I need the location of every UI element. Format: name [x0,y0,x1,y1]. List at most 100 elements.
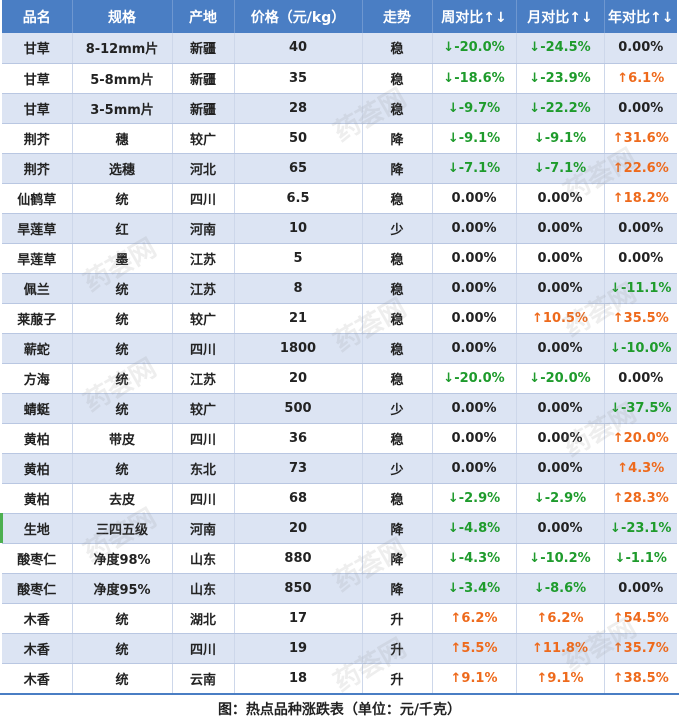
table-row[interactable]: 佩兰统江苏 8 稳 0.00% 0.00% ↓-11.1% [2,273,677,304]
cell-price: 36 [234,423,363,454]
table-row[interactable]: 旱莲草墨江苏 5 稳 0.00% 0.00% 0.00% [2,243,677,274]
cell-name: 荆芥 [2,153,73,184]
cell-spec: 统 [72,303,173,334]
cell-month-change: ↓-10.2% [516,543,605,574]
cell-name: 旱莲草 [2,243,73,274]
cell-week-change: ↓-9.1% [432,123,517,154]
table-row[interactable]: 方海统江苏 20 稳 ↓-20.0% ↓-20.0% 0.00% [2,363,677,394]
table-row[interactable]: 木香统湖北 17 升 ↑6.2% ↑6.2% ↑54.5% [2,603,677,634]
cell-origin: 新疆 [172,63,235,94]
header-year[interactable]: 年对比↑↓ [608,9,674,26]
cell-month-change: ↑9.1% [516,663,605,694]
cell-price: 21 [234,303,363,334]
cell-name: 蕲蛇 [2,333,73,364]
cell-origin: 江苏 [172,363,235,394]
table-row[interactable]: 莱菔子统较广 21 稳 0.00% ↑10.5% ↑35.5% [2,303,677,334]
table-row[interactable]: 酸枣仁 净度98% 山东 880 降 ↓-4.3% ↓-10.2% ↓-1.1% [2,543,677,574]
cell-month-change: ↓-8.6% [516,573,605,604]
cell-price: 40 [234,33,363,64]
cell-month-change: ↓-24.5% [516,33,605,64]
table-row[interactable]: 木香统四川 19 升 ↑5.5% ↑11.8% ↑35.7% [2,633,677,664]
cell-month-change: ↓-20.0% [516,363,605,394]
cell-price: 5 [234,243,363,274]
cell-year-change: ↓-10.0% [604,333,677,364]
cell-price: 28 [234,93,363,124]
cell-origin: 河南 [172,213,235,244]
cell-spec: 红 [72,213,173,244]
cell-trend: 稳 [362,483,433,514]
cell-year-change: 0.00% [604,363,677,394]
cell-trend: 少 [362,213,433,244]
header-origin[interactable]: 产地 [172,0,235,33]
cell-trend: 升 [362,603,433,634]
caption-divider [0,693,679,722]
cell-year-change: ↓-1.1% [604,543,677,574]
cell-year-change: ↑31.6% [604,123,677,154]
cell-year-change: ↑28.3% [604,483,677,514]
table-row[interactable]: 酸枣仁 净度95% 山东 850 降 ↓-3.4% ↓-8.6% 0.00% [2,573,677,604]
cell-spec: 统 [72,363,173,394]
cell-month-change: 0.00% [516,213,605,244]
table-row[interactable]: 蕲蛇统四川 1800 稳 0.00% 0.00% ↓-10.0% [2,333,677,364]
cell-year-change: ↑18.2% [604,183,677,214]
header-month[interactable]: 月对比↑↓ [516,0,605,33]
cell-month-change: 0.00% [516,423,605,454]
cell-year-change: ↑22.6% [604,153,677,184]
table-row[interactable]: 黄柏 带皮 四川 36 稳 0.00% 0.00% ↑20.0% [2,423,677,454]
cell-week-change: ↓-4.3% [432,543,517,574]
table-row[interactable]: 荆芥 选穗 河北 65 降 ↓-7.1% ↓-7.1% ↑22.6% [2,153,677,184]
cell-origin: 河北 [172,153,235,184]
cell-name: 酸枣仁 [2,543,73,574]
cell-month-change: 0.00% [516,393,605,424]
cell-trend: 稳 [362,63,433,94]
cell-name: 木香 [2,633,73,664]
table-row[interactable]: 甘草 5-8mm片 新疆 35 稳 ↓-18.6% ↓-23.9% ↑6.1% [2,63,677,94]
cell-trend: 降 [362,513,433,544]
cell-name: 莱菔子 [2,303,73,334]
cell-trend: 降 [362,573,433,604]
cell-month-change: ↓-9.1% [516,123,605,154]
header-spec[interactable]: 规格 [72,0,173,33]
table-row[interactable]: 黄柏 去皮 四川 68 稳 ↓-2.9% ↓-2.9% ↑28.3% [2,483,677,514]
cell-name: 木香 [2,663,73,694]
header-price[interactable]: 价格（元/kg） [234,0,363,33]
cell-name: 酸枣仁 [2,573,73,604]
cell-origin: 河南 [172,513,235,544]
cell-name: 荆芥 [2,123,73,154]
price-table-container: 品名 规格 产地 价格（元/kg） 走势 周对比↑↓ 月对比↑↓ 年对比↑↓ 甘… [2,0,677,694]
header-name[interactable]: 品名 [2,0,73,33]
table-caption: 图：热点品种涨跌表（单位：元/千克） [217,702,462,718]
table-row[interactable]: 黄柏统东北 73 少 0.00% 0.00% ↑4.3% [2,453,677,484]
table-row[interactable]: 蜻蜓统较广 500 少 0.00% 0.00% ↓-37.5% [2,393,677,424]
price-change-table: 品名 规格 产地 价格（元/kg） 走势 周对比↑↓ 月对比↑↓ 年对比↑↓ 甘… [2,0,677,694]
table-row[interactable]: 荆芥穗较广 50 降 ↓-9.1% ↓-9.1% ↑31.6% [2,123,677,154]
cell-trend: 少 [362,453,433,484]
table-row[interactable]: 生地 三四五级 河南 20 降 ↓-4.8% 0.00% ↓-23.1% [2,513,677,544]
cell-year-change: ↓-23.1% [604,513,677,544]
cell-month-change: ↓-23.9% [516,63,605,94]
cell-year-change: 0.00% [604,243,677,274]
cell-week-change: ↓-2.9% [432,483,517,514]
cell-price: 68 [234,483,363,514]
cell-week-change: 0.00% [432,243,517,274]
cell-trend: 稳 [362,33,433,64]
cell-year-change: 0.00% [604,93,677,124]
table-row[interactable]: 仙鹤草统四川 6.5 稳 0.00% 0.00% ↑18.2% [2,183,677,214]
header-trend[interactable]: 走势 [362,0,433,33]
cell-price: 19 [234,633,363,664]
table-row[interactable]: 甘草 8-12mm片 新疆 40 稳 ↓-20.0% ↓-24.5% 0.00% [2,33,677,64]
table-row[interactable]: 甘草 3-5mm片 新疆 28 稳 ↓-9.7% ↓-22.2% 0.00% [2,93,677,124]
cell-year-change: 0.00% [604,213,677,244]
table-row[interactable]: 旱莲草红河南 10 少 0.00% 0.00% 0.00% [2,213,677,244]
cell-origin: 四川 [172,183,235,214]
header-week[interactable]: 周对比↑↓ [432,0,517,33]
cell-origin: 较广 [172,303,235,334]
cell-price: 1800 [234,333,363,364]
table-row[interactable]: 木香统云南 18 升 ↑9.1% ↑9.1% ↑38.5% [2,663,677,694]
cell-year-change: ↑38.5% [604,663,677,694]
cell-name: 甘草 [2,63,73,94]
cell-year-change: ↓-37.5% [604,393,677,424]
cell-origin: 新疆 [172,33,235,64]
cell-name: 黄柏 [2,423,73,454]
cell-name: 黄柏 [2,453,73,484]
